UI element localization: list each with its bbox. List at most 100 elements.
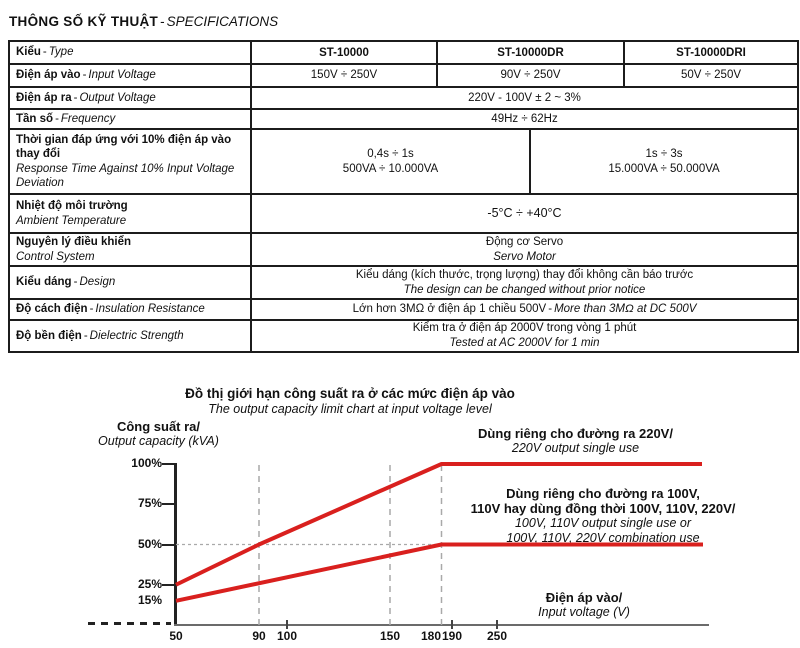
series-line-0 [175,462,702,587]
cell-control-label: Nguyên lý điều khiển Control System [8,232,252,267]
cell-design-value: Kiểu dáng (kích thước, trọng lượng) thay… [249,265,800,300]
value-en: The design can be changed without prior … [403,283,646,296]
y-axis-label: Công suất ra/ Output capacity (kVA) [86,419,231,449]
label-vn: Độ bền điện [16,329,82,342]
axis-break-dashes [88,622,171,625]
label-sep: - [83,329,88,342]
row-insulation: Độ cách điện - Insulation Resistance Lớn h… [8,298,800,321]
value-en: Servo Motor [493,250,556,263]
cell-model-st10000dri: ST-10000DRI [623,40,800,65]
label-sep: - [73,276,78,289]
label-en: Control System [16,250,95,263]
annotation-100v-110v: Dùng riêng cho đường ra 100V, 110V hay d… [438,486,768,545]
capacity-chart-svg [175,462,703,625]
y-axis-label-vn: Công suất ra/ [116,419,201,434]
row-type: Kiểu - Type ST-10000 ST-10000DR ST-10000DR… [8,40,800,65]
x-axis-label: Điện áp vào/ Input voltage (V) [489,590,679,620]
chart-title-vn: Đồ thị giới hạn công suất ra ở các mức đ… [185,386,515,401]
label-vn: Điện áp vào [16,69,81,82]
label-en: Response Time Against 10% Input Voltage … [16,162,235,189]
x-tick-mark-190 [451,620,453,629]
chart-title-en: The output capacity limit chart at input… [208,402,492,416]
cell-response-time-st10000: 0,4s ÷ 1s 500VA ÷ 10.000VA [250,128,531,195]
annotation-220v: Dùng riêng cho đường ra 220V/ 220V outpu… [433,426,718,456]
cell-insulation-value: Lớn hơn 3MΩ ở điện áp 1 chiều 500V - More … [249,298,800,321]
cell-ambient-value: -5°C ÷ +40°C [249,193,800,234]
label-en: Frequency [60,112,116,125]
cell-output-voltage-value: 220V - 100V ± 2 ~ 3% [249,86,800,110]
chart-title: Đồ thị giới hạn công suất ra ở các mức đ… [100,386,600,417]
value-en: Tested at AC 2000V for 1 min [449,336,600,349]
label-vn: Điện áp ra [16,91,72,104]
cell-input-voltage-label: Điện áp vào - Input Voltage [8,63,252,88]
cell-dielectric-value: Kiểm tra ở điện áp 2000V trong vòng 1 ph… [249,319,800,353]
x-tick-label-90: 90 [252,629,266,643]
x-tick-label-190: 190 [441,629,463,643]
value-vn: Lớn hơn 3MΩ ở điện áp 1 chiều 500V [352,303,547,316]
x-tick-mark-250 [496,620,498,629]
y-tick-mark-25% [162,583,175,586]
cell-frequency-label: Tần số - Frequency [8,108,252,130]
row-input-voltage: Điện áp vào - Input Voltage 150V ÷ 250V 90… [8,63,800,88]
annotation-line: 100V, 110V output single use or [514,516,692,530]
cell-response-time-dr-dri: 1s ÷ 3s 15.000VA ÷ 50.000VA [528,128,800,195]
x-tick-label-50: 50 [169,629,183,643]
label-en: Insulation Resistance [95,303,205,316]
cell-control-value: Động cơ Servo Servo Motor [249,232,800,267]
page-title-vn: THÔNG SỐ KỸ THUẬT [9,14,159,29]
label-sep: - [82,69,87,82]
cell-insulation-label: Độ cách điện - Insulation Resistance [8,298,252,321]
cell-design-label: Kiểu dáng - Design [8,265,252,300]
y-axis-line [174,463,177,626]
x-tick-mark-100 [286,620,288,629]
y-tick-label-50%: 50% [137,536,162,551]
label-vn: Kiểu [16,46,41,59]
value-vn: Kiểm tra ở điện áp 2000V trong vòng 1 ph… [412,322,637,334]
label-sep: - [73,91,78,104]
row-dielectric: Độ bền điện - Dielectric Strength Kiểm tra… [8,319,800,353]
value-line2: 500VA ÷ 10.000VA [342,162,439,175]
value-line2: 15.000VA ÷ 50.000VA [608,162,720,175]
x-tick-label-250: 250 [486,629,508,643]
x-axis-label-en: Input voltage (V) [538,605,630,619]
label-en: Type [48,46,74,59]
row-control-system: Nguyên lý điều khiển Control System Động… [8,232,800,267]
cell-response-time-label: Thời gian đáp ứng với 10% điện áp vào th… [8,128,252,195]
specifications-table: Kiểu - Type ST-10000 ST-10000DR ST-10000DR… [8,40,800,353]
row-response-time: Thời gian đáp ứng với 10% điện áp vào th… [8,128,800,195]
y-tick-label-25%: 25% [137,576,162,591]
cell-frequency-value: 49Hz ÷ 62Hz [249,108,800,130]
label-sep: - [89,303,94,316]
annotation-line: Dùng riêng cho đường ra 220V/ [478,426,673,441]
x-tick-label-150: 150 [379,629,401,643]
cell-dielectric-label: Độ bền điện - Dielectric Strength [8,319,252,353]
row-output-voltage: Điện áp ra - Output Voltage 220V - 100V ± … [8,86,800,110]
label-vn: Nhiệt độ môi trường [16,200,128,213]
y-tick-label-15%: 15% [137,592,162,607]
label-vn: Kiểu dáng [16,276,72,289]
x-tick-label-180: 180 [420,629,442,643]
label-vn: Độ cách điện [16,303,88,316]
value-sep: - [548,303,553,316]
annotation-line: 110V hay dùng đồng thời 100V, 110V, 220V… [470,500,736,516]
y-tick-label-100%: 100% [131,456,162,470]
cell-ambient-label: Nhiệt độ môi trường Ambient Temperature [8,193,252,234]
page-title-en: SPECIFICATIONS [166,14,279,29]
y-axis-label-en: Output capacity (kVA) [98,434,219,448]
label-sep: - [55,112,59,125]
y-tick-mark-100% [162,463,175,465]
label-vn: Nguyên lý điều khiển [16,236,132,249]
annotation-line: Dùng riêng cho đường ra 100V, [506,486,700,501]
row-design: Kiểu dáng - Design Kiểu dáng (kích thước, … [8,265,800,300]
y-tick-mark-75% [162,503,175,506]
label-en: Design [79,276,116,289]
cell-input-voltage-st10000dri: 50V ÷ 250V [623,63,800,88]
value-vn: Động cơ Servo [485,235,564,248]
cell-type-label: Kiểu - Type [8,40,252,65]
annotation-line: 100V, 110V, 220V combination use [506,530,700,545]
cell-model-st10000dr: ST-10000DR [435,40,626,65]
value-vn: Kiểu dáng (kích thước, trọng lượng) thay… [355,268,694,281]
series-line-1 [175,542,703,603]
cell-input-voltage-st10000: 150V ÷ 250V [250,63,438,88]
